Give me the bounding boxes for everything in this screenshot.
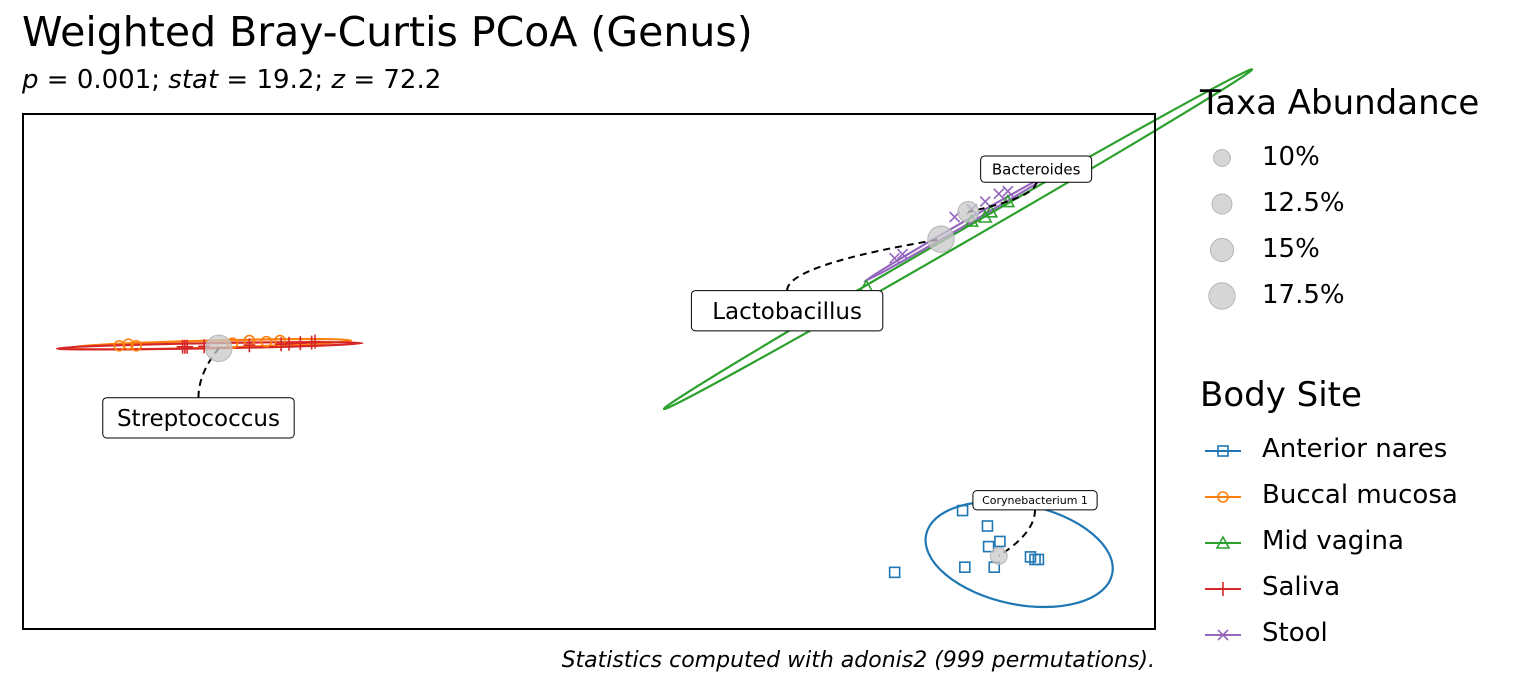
size-legend-label: 15% — [1262, 234, 1320, 264]
stat-value: = 19.2; — [218, 65, 332, 95]
data-point — [959, 561, 971, 574]
data-point — [122, 338, 135, 351]
z-value: = 72.2 — [345, 65, 442, 95]
group-legend-label: Stool — [1262, 618, 1328, 648]
data-point — [283, 336, 296, 351]
group-legend-title: Body Site — [1200, 375, 1362, 415]
taxa-label: Streptococcus — [117, 406, 280, 432]
group-legend-marker — [1217, 491, 1229, 503]
taxa-label: Lactobacillus — [712, 299, 862, 325]
taxa-label-box — [980, 155, 1093, 183]
taxa-connector — [786, 238, 942, 291]
data-point — [294, 336, 307, 351]
taxa-layer: Bacteroides Lactobacillus Streptococcus Cor… — [102, 155, 1098, 565]
size-legend-label: 17.5% — [1262, 280, 1345, 310]
data-point — [1032, 553, 1045, 566]
data-point — [956, 504, 969, 517]
confidence-ellipse — [662, 68, 1254, 411]
group-legend-marker — [1217, 629, 1229, 641]
taxa-connector — [968, 182, 1038, 213]
group-legend-label: Saliva — [1262, 572, 1341, 602]
data-point — [896, 248, 909, 260]
p-value: = 0.001; — [38, 65, 169, 95]
data-point — [309, 334, 322, 349]
taxa-label: Corynebacterium 1 — [982, 494, 1088, 507]
group-legend-label: Buccal mucosa — [1262, 480, 1458, 510]
z-symbol: z — [331, 65, 346, 95]
group-legend-markers — [1205, 445, 1241, 641]
taxa-abundance-marker — [957, 201, 980, 223]
taxa-abundance-marker — [205, 334, 233, 363]
p-symbol: p — [22, 65, 39, 95]
group-legend-marker — [1215, 535, 1231, 549]
size-legend-marker — [1213, 149, 1231, 167]
data-point — [982, 540, 995, 553]
size-legend-marker — [1211, 193, 1233, 215]
data-point — [888, 566, 901, 579]
taxa-label-box — [102, 397, 295, 439]
group-legend-marker — [1217, 445, 1229, 457]
data-point — [981, 520, 994, 532]
taxa-abundance-marker — [927, 225, 955, 253]
data-point — [994, 535, 1006, 548]
taxa-label-box — [972, 490, 1098, 511]
size-legend-title: Taxa Abundance — [1200, 83, 1480, 123]
size-legend-marker — [1209, 237, 1235, 263]
taxa-label: Bacteroides — [992, 161, 1081, 179]
data-point — [243, 338, 256, 353]
data-point — [274, 334, 286, 347]
data-point — [181, 339, 194, 354]
size-legend-markers — [1208, 149, 1236, 310]
data-point — [1002, 185, 1014, 197]
data-point — [889, 252, 901, 264]
data-point — [979, 195, 991, 208]
data-point — [130, 339, 142, 352]
plot-frame — [22, 113, 1156, 630]
chart-subtitle: p = 0.001; stat = 19.2; z = 72.2 — [22, 64, 441, 96]
data-point — [993, 188, 1005, 200]
size-legend-label: 12.5% — [1262, 188, 1345, 218]
taxa-abundance-marker — [989, 546, 1008, 565]
taxa-label-box — [690, 290, 884, 332]
stat-symbol: stat — [168, 65, 219, 95]
chart-caption: Statistics computed with adonis2 (999 pe… — [561, 648, 1155, 673]
chart-title: Weighted Bray-Curtis PCoA (Genus) — [22, 8, 753, 56]
group-legend-label: Mid vagina — [1262, 526, 1404, 556]
group-legend-marker — [1217, 582, 1229, 596]
data-point — [260, 335, 273, 348]
data-point — [983, 204, 999, 218]
group-legend-label: Anterior nares — [1262, 434, 1448, 464]
size-legend-marker — [1208, 282, 1236, 310]
size-legend-label: 10% — [1262, 142, 1320, 172]
data-point — [1000, 193, 1016, 208]
